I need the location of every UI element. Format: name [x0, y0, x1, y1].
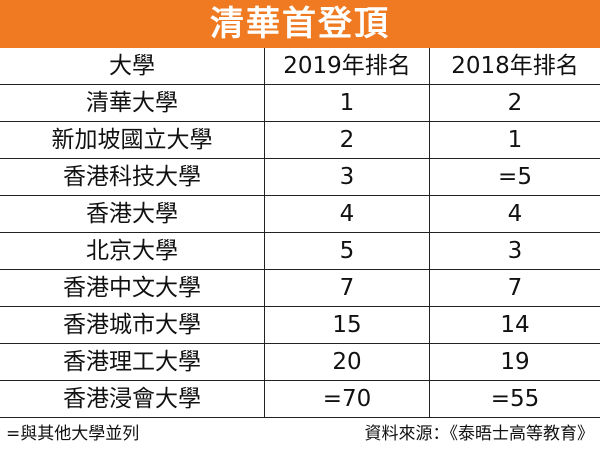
table-cell: 4 — [507, 201, 523, 227]
column-header: 大學 — [0, 48, 265, 84]
table-cell: 5 — [265, 233, 430, 269]
table-row: 新加坡國立大學 2 1 — [0, 122, 600, 159]
title-bar: 清華首登頂 — [0, 0, 600, 48]
table-row: 香港浸會大學 =70 =55 — [0, 381, 600, 418]
table-cell: 香港理工大學 — [0, 344, 265, 380]
table-cell: 2 — [507, 90, 523, 116]
footer: =與其他大學並列 資料來源：《泰晤士高等教育》 — [0, 418, 600, 453]
table-cell: 香港城市大學 — [0, 307, 265, 343]
footnote: =與其他大學並列 — [6, 424, 140, 444]
table-cell: 新加坡國立大學 — [0, 122, 265, 158]
table-cell: 1 — [507, 127, 523, 153]
table-cell: 4 — [265, 196, 430, 232]
table-row: 北京大學 5 3 — [0, 233, 600, 270]
table-cell: 20 — [265, 344, 430, 380]
table-row: 清華大學 1 2 — [0, 85, 600, 122]
header-row: 大學 2019年排名 2018年排名 — [0, 48, 600, 85]
table-cell: 19 — [500, 349, 530, 375]
table-cell: =70 — [265, 381, 430, 417]
table-cell: 1 — [265, 85, 430, 121]
table-cell: 7 — [265, 270, 430, 306]
table-row: 香港科技大學 3 =5 — [0, 159, 600, 196]
table-cell: 香港浸會大學 — [0, 381, 265, 417]
table-cell: 2 — [265, 122, 430, 158]
table-cell: 清華大學 — [0, 85, 265, 121]
table-cell: 香港大學 — [0, 196, 265, 232]
table-cell: 15 — [265, 307, 430, 343]
table-cell: =5 — [498, 164, 532, 190]
table-row: 香港大學 4 4 — [0, 196, 600, 233]
table-cell: 3 — [507, 238, 523, 264]
table-cell: 香港科技大學 — [0, 159, 265, 195]
source: 資料來源：《泰晤士高等教育》 — [364, 424, 595, 444]
table-cell: 3 — [265, 159, 430, 195]
table-row: 香港理工大學 20 19 — [0, 344, 600, 381]
table-cell: 7 — [507, 275, 523, 301]
table: 大學 2019年排名 2018年排名 清華大學 1 2 新加坡國立大學 2 1 香港科技大學 3 =5… — [0, 48, 600, 418]
title: 清華首登頂 — [210, 4, 390, 44]
column-header: 2018年排名 — [451, 53, 579, 79]
table-cell: 香港中文大學 — [0, 270, 265, 306]
column-header: 2019年排名 — [265, 48, 430, 84]
table-cell: 14 — [500, 312, 530, 338]
table-row: 香港中文大學 7 7 — [0, 270, 600, 307]
table-row: 香港城市大學 15 14 — [0, 307, 600, 344]
table-cell: 北京大學 — [0, 233, 265, 269]
table-cell: =55 — [490, 386, 540, 412]
